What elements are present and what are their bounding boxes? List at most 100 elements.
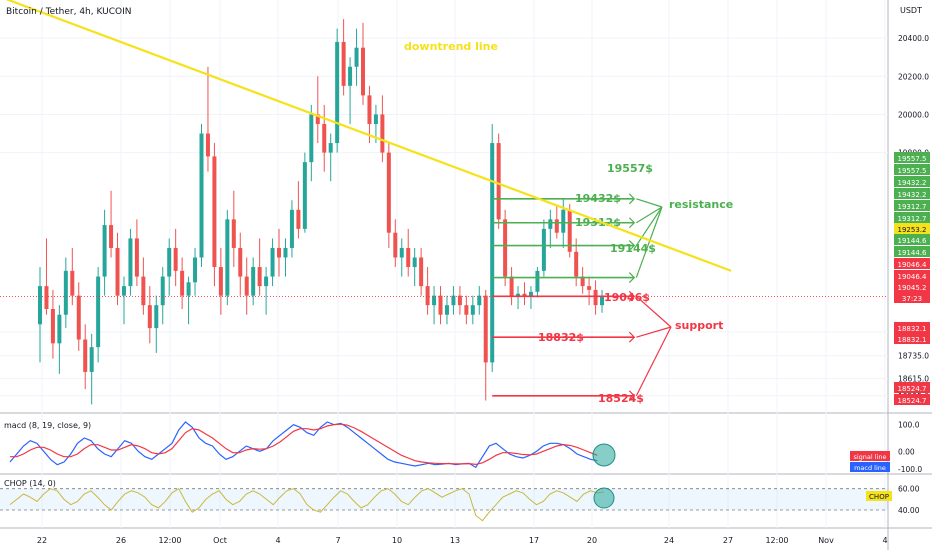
candle[interactable] bbox=[134, 219, 139, 287]
candle[interactable] bbox=[89, 333, 94, 405]
candle[interactable] bbox=[348, 57, 353, 124]
price-badge[interactable]: 18832.1 bbox=[894, 322, 930, 333]
candle[interactable] bbox=[341, 19, 346, 96]
candle[interactable] bbox=[289, 200, 294, 258]
price-badge[interactable]: 19312.7 bbox=[894, 200, 930, 211]
candle[interactable] bbox=[328, 133, 333, 182]
candle[interactable] bbox=[96, 267, 101, 363]
candle[interactable] bbox=[231, 190, 236, 268]
candle[interactable] bbox=[212, 143, 217, 287]
candle[interactable] bbox=[83, 324, 88, 390]
candle[interactable] bbox=[225, 209, 230, 306]
candle[interactable] bbox=[438, 286, 443, 325]
candle[interactable] bbox=[141, 257, 146, 315]
price-badge[interactable]: 18524.7 bbox=[894, 394, 930, 405]
candle[interactable] bbox=[425, 267, 430, 315]
candle[interactable] bbox=[548, 209, 553, 248]
candle[interactable] bbox=[218, 247, 223, 315]
candle[interactable] bbox=[173, 228, 178, 287]
candle[interactable] bbox=[451, 286, 456, 315]
candle[interactable] bbox=[567, 204, 572, 258]
candle[interactable] bbox=[277, 228, 282, 277]
candle[interactable] bbox=[167, 238, 172, 296]
candle[interactable] bbox=[109, 190, 114, 258]
candle[interactable] bbox=[264, 267, 269, 315]
price-badge[interactable]: 19046.4 bbox=[894, 258, 930, 269]
price-badge[interactable]: 19253.2 bbox=[894, 223, 930, 234]
chop-pane[interactable]: 60.00 40.00 CHOP bbox=[0, 485, 920, 522]
candle[interactable] bbox=[509, 267, 514, 306]
price-badge[interactable]: 19045.2 bbox=[894, 281, 930, 292]
price-badge[interactable]: 19312.7 bbox=[894, 212, 930, 223]
candle[interactable] bbox=[522, 282, 527, 306]
candle[interactable] bbox=[147, 286, 152, 344]
price-badge[interactable]: 19144.6 bbox=[894, 246, 930, 257]
candle[interactable] bbox=[593, 280, 598, 315]
price-badge[interactable]: 19557.5 bbox=[894, 152, 930, 163]
candle[interactable] bbox=[490, 123, 495, 372]
candle[interactable] bbox=[528, 286, 533, 309]
candle[interactable] bbox=[102, 209, 107, 296]
candle[interactable] bbox=[477, 286, 482, 315]
candle[interactable] bbox=[257, 238, 262, 296]
candle[interactable] bbox=[419, 247, 424, 296]
candle[interactable] bbox=[335, 28, 340, 153]
candle[interactable] bbox=[302, 152, 307, 233]
candle[interactable] bbox=[128, 228, 133, 296]
candle[interactable] bbox=[354, 28, 359, 86]
candle[interactable] bbox=[496, 133, 501, 229]
candle[interactable] bbox=[322, 104, 327, 172]
candle[interactable] bbox=[296, 181, 301, 239]
candle[interactable] bbox=[44, 238, 49, 315]
candle[interactable] bbox=[180, 257, 185, 310]
price-badge[interactable]: 18524.7 bbox=[894, 382, 930, 393]
candle[interactable] bbox=[444, 295, 449, 325]
candle[interactable] bbox=[270, 238, 275, 287]
candle[interactable] bbox=[160, 267, 165, 325]
candle[interactable] bbox=[121, 276, 126, 325]
candle[interactable] bbox=[516, 286, 521, 309]
candle[interactable] bbox=[470, 295, 475, 325]
candle[interactable] bbox=[38, 267, 42, 363]
candle[interactable] bbox=[580, 267, 585, 294]
candle[interactable] bbox=[57, 305, 62, 374]
candle[interactable] bbox=[412, 247, 417, 287]
candle[interactable] bbox=[386, 143, 391, 248]
price-badge[interactable]: 19432.2 bbox=[894, 188, 930, 199]
downtrend-line[interactable] bbox=[0, 0, 732, 272]
candle[interactable] bbox=[587, 276, 592, 306]
candle[interactable] bbox=[432, 286, 437, 325]
candle[interactable] bbox=[76, 282, 81, 351]
candle[interactable] bbox=[70, 247, 75, 306]
price-badge[interactable]: 19144.6 bbox=[894, 234, 930, 245]
candle[interactable] bbox=[393, 219, 398, 268]
candle[interactable] bbox=[186, 276, 191, 325]
price-pane[interactable] bbox=[0, 19, 888, 405]
candle[interactable] bbox=[115, 232, 120, 306]
candle[interactable] bbox=[483, 289, 488, 401]
candle[interactable] bbox=[205, 66, 210, 172]
candle[interactable] bbox=[600, 289, 605, 313]
price-badge[interactable]: 18832.1 bbox=[894, 333, 930, 344]
candle[interactable] bbox=[63, 257, 68, 329]
macd-pane[interactable]: 100.0 0.00 -100.0 signal line macd line bbox=[9, 421, 922, 474]
candle[interactable] bbox=[367, 85, 372, 144]
price-badge[interactable]: 19046.4 bbox=[894, 270, 930, 281]
price-badge[interactable]: 19432.2 bbox=[894, 176, 930, 187]
candle[interactable] bbox=[193, 247, 198, 296]
candle[interactable] bbox=[535, 267, 540, 298]
price-badge[interactable]: 19557.5 bbox=[894, 164, 930, 175]
candle[interactable] bbox=[457, 286, 462, 315]
candle[interactable] bbox=[541, 219, 546, 277]
candle[interactable] bbox=[399, 238, 404, 277]
candle[interactable] bbox=[309, 104, 314, 182]
candle[interactable] bbox=[380, 95, 385, 163]
candle[interactable] bbox=[199, 123, 204, 268]
candle[interactable] bbox=[154, 295, 159, 353]
candle[interactable] bbox=[503, 209, 508, 287]
candle[interactable] bbox=[361, 22, 365, 105]
candle[interactable] bbox=[464, 295, 469, 325]
candle[interactable] bbox=[283, 238, 288, 277]
candle[interactable] bbox=[244, 257, 249, 315]
